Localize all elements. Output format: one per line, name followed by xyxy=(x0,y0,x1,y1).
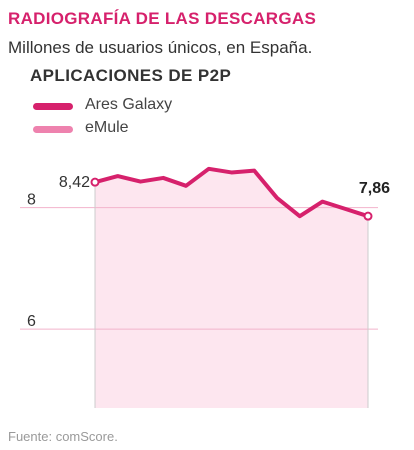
legend-label-ares-galaxy: Ares Galaxy xyxy=(85,96,173,113)
page-title: RADIOGRAFÍA DE LAS DESCARGAS xyxy=(8,9,317,28)
legend-label-emule: eMule xyxy=(85,119,129,136)
area-fill-ares-galaxy xyxy=(95,168,368,408)
data-point-first xyxy=(90,177,100,187)
legend-swatch-emule xyxy=(33,126,73,133)
y-tick-label-8: 8 xyxy=(27,192,36,209)
data-point-last xyxy=(363,211,373,221)
y-tick-label-6: 6 xyxy=(27,313,36,330)
data-label-first: 8,42 xyxy=(59,174,90,191)
page-subtitle: Millones de usuarios únicos, en España. xyxy=(8,38,313,57)
data-label-last: 7,86 xyxy=(359,180,390,197)
chart-title: APLICACIONES DE P2P xyxy=(30,66,232,85)
series-line-ares-galaxy xyxy=(93,166,370,219)
legend-swatch-ares-galaxy xyxy=(33,103,73,110)
source-note: Fuente: comScore. xyxy=(8,429,118,444)
